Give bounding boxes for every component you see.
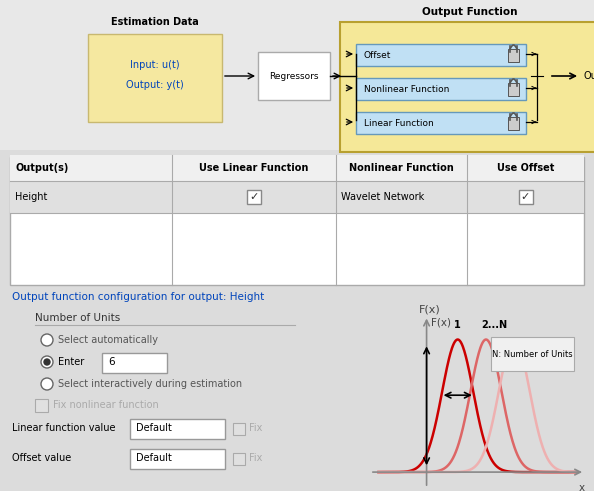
Text: Default: Default <box>136 423 172 433</box>
Text: Select interactively during estimation: Select interactively during estimation <box>58 379 242 389</box>
Text: F(x): F(x) <box>419 305 441 315</box>
Text: ✓: ✓ <box>249 192 259 202</box>
Text: Output: Output <box>583 71 594 81</box>
Circle shape <box>41 334 53 346</box>
Text: Use Linear Function: Use Linear Function <box>200 163 309 173</box>
FancyBboxPatch shape <box>356 112 526 134</box>
Text: Linear Function: Linear Function <box>364 118 434 128</box>
Text: Output function configuration for output: Height: Output function configuration for output… <box>12 292 264 302</box>
FancyBboxPatch shape <box>102 353 167 373</box>
Text: Height: Height <box>15 192 48 202</box>
Text: Wavelet Network: Wavelet Network <box>341 192 424 202</box>
Text: Fix: Fix <box>249 423 263 433</box>
Circle shape <box>41 356 53 368</box>
Text: Nonlinear Function: Nonlinear Function <box>349 163 454 173</box>
Text: 6: 6 <box>108 357 115 367</box>
Text: Offset value: Offset value <box>12 453 71 463</box>
Text: Default: Default <box>136 453 172 463</box>
Bar <box>10 181 584 213</box>
Text: Nonlinear Function: Nonlinear Function <box>364 84 450 93</box>
FancyBboxPatch shape <box>491 337 574 371</box>
FancyBboxPatch shape <box>508 83 519 96</box>
Text: ✓: ✓ <box>521 192 530 202</box>
Bar <box>10 155 584 181</box>
FancyBboxPatch shape <box>130 449 225 469</box>
Text: Output Function: Output Function <box>422 7 518 17</box>
Circle shape <box>44 359 50 365</box>
Text: Linear function value: Linear function value <box>12 423 115 433</box>
Text: Regressors: Regressors <box>269 72 319 81</box>
Text: 2...N: 2...N <box>481 320 507 330</box>
Text: 1: 1 <box>454 320 461 330</box>
Text: Fix: Fix <box>249 453 263 463</box>
FancyBboxPatch shape <box>247 190 261 204</box>
Text: Output(s): Output(s) <box>15 163 68 173</box>
Text: Output: y(t): Output: y(t) <box>126 80 184 90</box>
Text: Fix nonlinear function: Fix nonlinear function <box>53 400 159 410</box>
FancyBboxPatch shape <box>130 419 225 439</box>
Bar <box>10 157 584 285</box>
Text: Use Offset: Use Offset <box>497 163 554 173</box>
Text: Offset: Offset <box>364 51 391 59</box>
FancyBboxPatch shape <box>35 399 48 412</box>
Text: Number of Units: Number of Units <box>35 313 120 323</box>
Text: F(x): F(x) <box>431 317 451 327</box>
Circle shape <box>41 378 53 390</box>
FancyBboxPatch shape <box>356 44 526 66</box>
Text: Estimation Data: Estimation Data <box>111 17 199 27</box>
FancyBboxPatch shape <box>233 453 245 465</box>
FancyBboxPatch shape <box>356 78 526 100</box>
Text: Enter: Enter <box>58 357 84 367</box>
Text: x: x <box>579 483 585 491</box>
FancyBboxPatch shape <box>233 423 245 435</box>
Bar <box>0 0 594 150</box>
FancyBboxPatch shape <box>258 52 330 100</box>
Text: Input: u(t): Input: u(t) <box>130 60 180 70</box>
FancyBboxPatch shape <box>88 34 222 122</box>
FancyBboxPatch shape <box>340 22 594 152</box>
Text: Select automatically: Select automatically <box>58 335 158 345</box>
Text: N: Number of Units: N: Number of Units <box>492 350 573 358</box>
FancyBboxPatch shape <box>519 190 532 204</box>
FancyBboxPatch shape <box>508 117 519 130</box>
FancyBboxPatch shape <box>508 49 519 62</box>
